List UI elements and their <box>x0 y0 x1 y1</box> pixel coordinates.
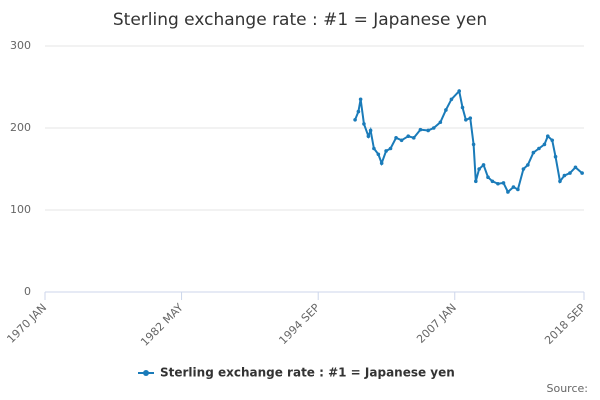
point <box>366 134 371 138</box>
y-tick-label: 200 <box>10 121 31 134</box>
point <box>372 146 376 151</box>
point <box>379 161 384 166</box>
point <box>496 181 500 186</box>
point <box>418 127 423 132</box>
point <box>481 163 486 167</box>
point <box>444 108 448 112</box>
x-tick-label: 2007 JAN <box>414 301 459 346</box>
point <box>580 171 584 175</box>
point <box>550 138 555 143</box>
point <box>353 118 357 122</box>
point <box>506 190 510 194</box>
point <box>553 154 558 159</box>
line <box>354 89 583 194</box>
point <box>562 173 567 178</box>
x-tick-label: 1994 SEP <box>276 301 322 347</box>
point <box>376 152 381 157</box>
point <box>490 179 495 184</box>
x-tick-label: 1982 MAY <box>138 301 186 349</box>
point <box>394 136 398 140</box>
point <box>558 179 562 184</box>
point <box>368 128 373 133</box>
legend-label: Sterling exchange rate : #1 = Japanese y… <box>160 366 455 380</box>
point <box>460 105 465 110</box>
point <box>486 175 490 179</box>
point <box>542 142 547 147</box>
point <box>471 142 476 147</box>
point <box>474 179 478 184</box>
point <box>411 136 416 140</box>
x-tick-label: 1970 JAN <box>4 301 49 346</box>
source: Source: <box>547 382 589 395</box>
point <box>384 149 388 153</box>
y-tick-label: 100 <box>10 203 31 216</box>
point <box>477 167 481 171</box>
legend-marker <box>143 370 149 376</box>
x-tick-label: 2018 SEP <box>542 301 588 347</box>
point <box>468 116 473 120</box>
point <box>464 118 468 122</box>
point <box>521 167 526 171</box>
point <box>438 120 443 125</box>
point <box>399 138 404 143</box>
chart-title: Sterling exchange rate : #1 = Japanese y… <box>113 10 487 30</box>
point <box>501 181 506 185</box>
point <box>568 171 572 175</box>
point <box>406 134 411 138</box>
y-tick-label: 0 <box>24 285 31 298</box>
point <box>388 146 393 151</box>
point <box>526 163 530 167</box>
point <box>362 122 366 126</box>
point <box>457 89 461 93</box>
point <box>449 97 454 102</box>
y-tick-label: 300 <box>10 39 31 52</box>
point <box>511 185 516 189</box>
point <box>531 150 536 155</box>
point <box>573 165 578 170</box>
point <box>426 128 430 133</box>
point <box>537 146 541 151</box>
point <box>358 97 363 102</box>
point <box>356 109 361 114</box>
point <box>516 187 520 192</box>
point <box>545 134 550 138</box>
point <box>431 126 436 130</box>
